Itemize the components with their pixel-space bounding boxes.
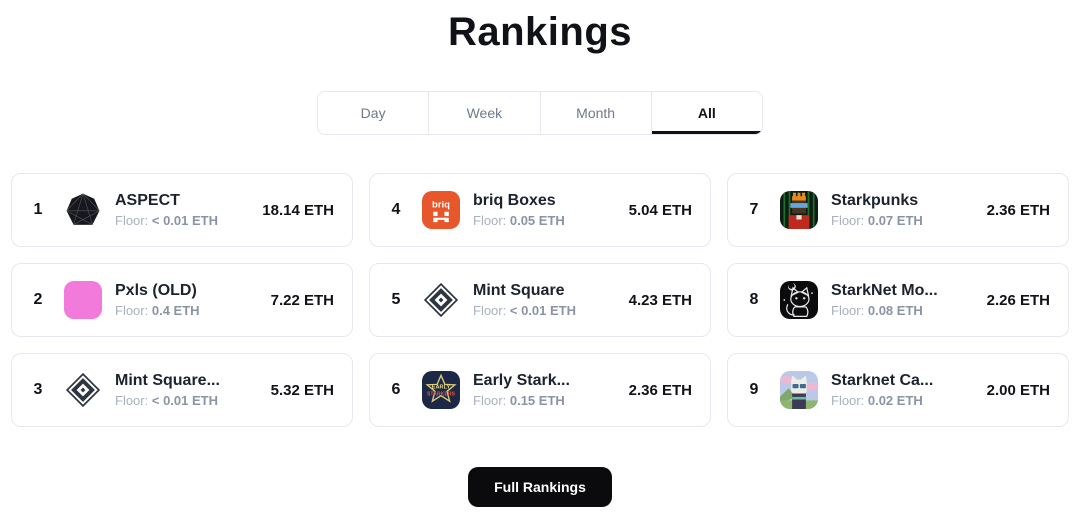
svg-text:STARKERS: STARKERS [427,392,456,398]
collection-name: Starkpunks [831,192,919,209]
volume-value: 2.36 ETH [986,201,1050,219]
floor-value: < 0.01 ETH [151,213,218,228]
rank-number: 5 [391,291,401,308]
rank-number: 2 [33,291,43,308]
floor-price: Floor: 0.02 ETH [831,393,979,408]
full-rankings-button[interactable]: Full Rankings [468,467,612,507]
period-tabs: Day Week Month All [317,91,763,135]
collection-info: StarkNet Mo... Floor: 0.08 ETH [831,282,979,318]
floor-price: Floor: 0.05 ETH [473,213,621,228]
volume-value: 7.22 ETH [270,291,334,309]
ranking-card[interactable]: 1 ASPECT Floor: < 0.01 ETH 18.14 ETH [11,173,353,247]
floor-label: Floor: [473,393,507,408]
early-starkers-icon: EARLY STARKERS [422,371,460,409]
svg-text:briq: briq [432,199,450,210]
collection-name: Mint Square [473,282,565,299]
collection-info: briq Boxes Floor: 0.05 ETH [473,192,621,228]
floor-value: 0.4 ETH [151,303,200,318]
collection-info: ASPECT Floor: < 0.01 ETH [115,192,254,228]
floor-price: Floor: 0.4 ETH [115,303,263,318]
rankings-grid: 1 ASPECT Floor: < 0.01 ETH 18.14 ETH 2 P… [0,173,1080,427]
collection-info: Mint Square Floor: < 0.01 ETH [473,282,621,318]
floor-price: Floor: < 0.01 ETH [473,303,621,318]
floor-label: Floor: [115,393,149,408]
volume-value: 2.26 ETH [986,291,1050,309]
collection-info: Pxls (OLD) Floor: 0.4 ETH [115,282,263,318]
collection-name: briq Boxes [473,192,556,209]
floor-label: Floor: [831,393,865,408]
mint-square-icon [422,281,460,319]
collection-name: Pxls (OLD) [115,282,197,299]
tab-day[interactable]: Day [318,92,428,134]
starkpunks-icon [780,191,818,229]
floor-value: 0.08 ETH [867,303,923,318]
floor-label: Floor: [115,303,149,318]
collection-info: Early Stark... Floor: 0.15 ETH [473,372,621,408]
mint-square-icon [64,371,102,409]
collection-name: Mint Square... [115,372,220,389]
volume-value: 18.14 ETH [262,201,334,219]
floor-label: Floor: [831,303,865,318]
floor-value: 0.07 ETH [867,213,923,228]
floor-price: Floor: 0.07 ETH [831,213,979,228]
floor-label: Floor: [115,213,149,228]
tab-all[interactable]: All [650,92,762,134]
collection-name: Starknet Ca... [831,372,934,389]
page-title: Rankings [447,10,633,54]
rank-number: 8 [749,291,759,308]
volume-value: 5.04 ETH [628,201,692,219]
collection-name: Early Stark... [473,372,570,389]
volume-value: 5.32 ETH [270,381,334,399]
full-rankings-row: Full Rankings [0,467,1080,507]
collection-info: Starknet Ca... Floor: 0.02 ETH [831,372,979,408]
tab-label: Week [466,105,503,121]
floor-value: 0.15 ETH [509,393,565,408]
floor-price: Floor: 0.15 ETH [473,393,621,408]
collection-name: StarkNet Mo... [831,282,938,299]
ranking-card[interactable]: 8 StarkNet Mo... Floor: 0.08 ETH 2.26 ET… [727,263,1069,337]
ranking-card[interactable]: 9 Starknet Ca... Floor: 0.02 ETH 2.00 ET… [727,353,1069,427]
floor-price: Floor: < 0.01 ETH [115,213,254,228]
rank-number: 4 [391,201,401,218]
tab-label: All [697,105,716,121]
floor-value: 0.02 ETH [867,393,923,408]
svg-text:EARLY: EARLY [432,385,451,391]
ranking-card[interactable]: 7 Starkpunks Floor: 0.07 ETH 2.36 ETH [727,173,1069,247]
floor-label: Floor: [831,213,865,228]
floor-value: < 0.01 ETH [151,393,218,408]
pxls-icon [64,281,102,319]
rank-number: 9 [749,381,759,398]
ranking-card[interactable]: 6 EARLY STARKERS Early Stark... Floor: 0.… [369,353,711,427]
floor-label: Floor: [473,303,507,318]
floor-value: 0.05 ETH [509,213,565,228]
briq-icon: briq [422,191,460,229]
ranking-card[interactable]: 2 Pxls (OLD) Floor: 0.4 ETH 7.22 ETH [11,263,353,337]
tab-week[interactable]: Week [428,92,539,134]
volume-value: 4.23 ETH [628,291,692,309]
rank-number: 6 [391,381,401,398]
collection-info: Mint Square... Floor: < 0.01 ETH [115,372,263,408]
collection-name: ASPECT [115,192,180,209]
starknet-mo-icon [780,281,818,319]
volume-value: 2.36 ETH [628,381,692,399]
ranking-card[interactable]: 4 briq briq Boxes Floor: 0.05 ETH 5.04 E… [369,173,711,247]
aspect-icon [64,191,102,229]
rank-number: 3 [33,381,43,398]
tab-label: Month [576,105,616,121]
tab-label: Day [360,105,386,121]
rank-number: 7 [749,201,759,218]
ranking-card[interactable]: 5 Mint Square Floor: < 0.01 ETH 4.23 ETH [369,263,711,337]
floor-value: < 0.01 ETH [509,303,576,318]
tab-month[interactable]: Month [539,92,651,134]
starknet-ca-icon [780,371,818,409]
floor-price: Floor: 0.08 ETH [831,303,979,318]
collection-info: Starkpunks Floor: 0.07 ETH [831,192,979,228]
volume-value: 2.00 ETH [986,381,1050,399]
floor-price: Floor: < 0.01 ETH [115,393,263,408]
floor-label: Floor: [473,213,507,228]
ranking-card[interactable]: 3 Mint Square... Floor: < 0.01 ETH 5.32 … [11,353,353,427]
rank-number: 1 [33,201,43,218]
